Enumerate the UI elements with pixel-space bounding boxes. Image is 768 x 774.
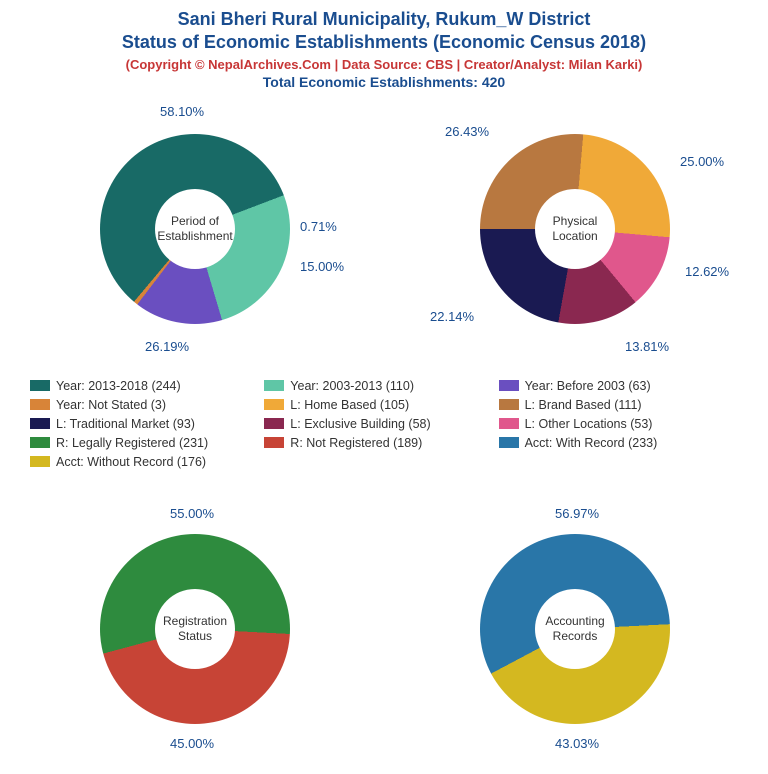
pct-label: 55.00% (170, 506, 214, 521)
legend-swatch (499, 437, 519, 448)
legend-item: Year: Not Stated (3) (30, 398, 264, 412)
pct-label: 15.00% (300, 259, 344, 274)
legend-swatch (499, 399, 519, 410)
legend-label: Acct: Without Record (176) (56, 455, 206, 469)
pct-label: 56.97% (555, 506, 599, 521)
pct-label: 43.03% (555, 736, 599, 751)
legend-swatch (30, 418, 50, 429)
pct-label: 22.14% (430, 309, 474, 324)
pct-label: 26.43% (445, 124, 489, 139)
legend-label: Year: Not Stated (3) (56, 398, 166, 412)
charts-grid: Period of Establishment 58.10% 26.19% 15.0… (0, 94, 768, 754)
legend-label: L: Brand Based (111) (525, 398, 642, 412)
donut-registration: Registration Status (100, 534, 290, 724)
legend-label: L: Exclusive Building (58) (290, 417, 430, 431)
legend-swatch (499, 418, 519, 429)
legend-swatch (264, 418, 284, 429)
legend-item: L: Other Locations (53) (499, 417, 733, 431)
donut-center-location: Physical Location (535, 189, 615, 269)
chart-registration: Registration Status 55.00% 45.00% (10, 494, 390, 774)
legend-item: L: Brand Based (111) (499, 398, 733, 412)
legend-item: Acct: With Record (233) (499, 436, 733, 450)
chart-period: Period of Establishment 58.10% 26.19% 15.0… (10, 94, 390, 374)
pct-label: 45.00% (170, 736, 214, 751)
chart-location: Physical Location 25.00% 12.62% 13.81% 22.1… (390, 94, 768, 374)
pct-label: 12.62% (685, 264, 729, 279)
legend-label: Year: Before 2003 (63) (525, 379, 651, 393)
pct-label: 13.81% (625, 339, 669, 354)
legend-label: Acct: With Record (233) (525, 436, 658, 450)
title-line1: Sani Bheri Rural Municipality, Rukum_W D… (10, 8, 758, 31)
legend-label: L: Traditional Market (93) (56, 417, 195, 431)
legend-swatch (264, 380, 284, 391)
legend-item: Year: 2003-2013 (110) (264, 379, 498, 393)
legend-item: L: Home Based (105) (264, 398, 498, 412)
legend-label: R: Legally Registered (231) (56, 436, 208, 450)
legend-swatch (499, 380, 519, 391)
legend-swatch (30, 456, 50, 467)
chart-accounting: Accounting Records 56.97% 43.03% (390, 494, 768, 774)
pct-label: 25.00% (680, 154, 724, 169)
legend-item: Acct: Without Record (176) (30, 455, 264, 469)
donut-location: Physical Location (480, 134, 670, 324)
legend-swatch (30, 380, 50, 391)
legend-item: L: Exclusive Building (58) (264, 417, 498, 431)
pct-label: 26.19% (145, 339, 189, 354)
donut-accounting: Accounting Records (480, 534, 670, 724)
legend-label: R: Not Registered (189) (290, 436, 422, 450)
donut-center-accounting: Accounting Records (535, 589, 615, 669)
legend-label: L: Home Based (105) (290, 398, 409, 412)
legend-swatch (30, 437, 50, 448)
legend-item: Year: 2013-2018 (244) (30, 379, 264, 393)
legend: Year: 2013-2018 (244) Year: 2003-2013 (11… (30, 379, 740, 472)
legend-item: R: Legally Registered (231) (30, 436, 264, 450)
donut-period: Period of Establishment (100, 134, 290, 324)
legend-label: L: Other Locations (53) (525, 417, 653, 431)
donut-center-registration: Registration Status (155, 589, 235, 669)
pct-label: 0.71% (300, 219, 337, 234)
legend-item: L: Traditional Market (93) (30, 417, 264, 431)
legend-swatch (30, 399, 50, 410)
legend-swatch (264, 437, 284, 448)
pct-label: 58.10% (160, 104, 204, 119)
legend-swatch (264, 399, 284, 410)
legend-label: Year: 2013-2018 (244) (56, 379, 181, 393)
legend-item: R: Not Registered (189) (264, 436, 498, 450)
copyright-line: (Copyright © NepalArchives.Com | Data So… (10, 57, 758, 72)
header: Sani Bheri Rural Municipality, Rukum_W D… (0, 0, 768, 94)
total-line: Total Economic Establishments: 420 (10, 74, 758, 90)
donut-center-period: Period of Establishment (155, 189, 235, 269)
legend-label: Year: 2003-2013 (110) (290, 379, 414, 393)
legend-item: Year: Before 2003 (63) (499, 379, 733, 393)
title-line2: Status of Economic Establishments (Econo… (10, 31, 758, 54)
